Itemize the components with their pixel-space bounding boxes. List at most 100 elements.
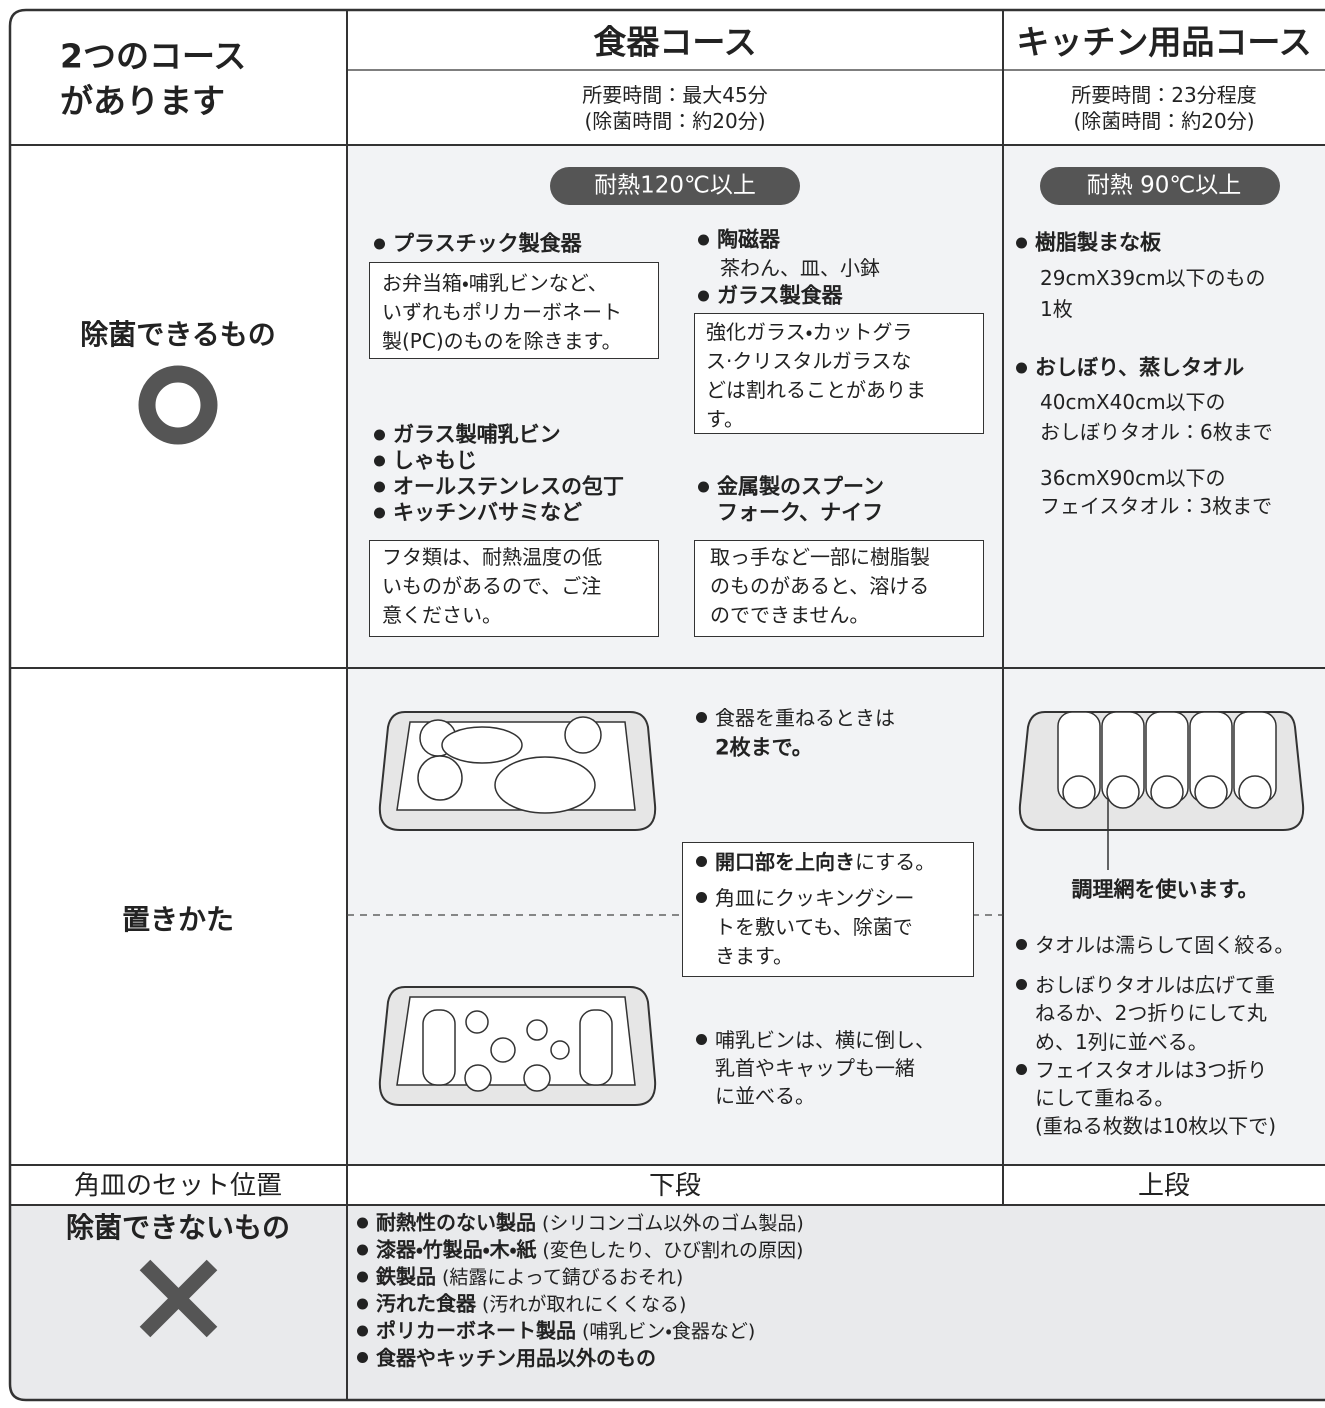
- shape: [417, 755, 463, 801]
- note-box: [682, 842, 974, 977]
- text-part: ポリカーボネート製品: [376, 1318, 576, 1343]
- text: フェイスタオルは3つ折り: [1015, 1058, 1268, 1082]
- text: 金属製のスプーン: [698, 474, 884, 499]
- text: お弁当箱・哺乳ビンなど、: [382, 271, 608, 295]
- text: 所要時間：最大45分: [582, 83, 768, 107]
- shape: [139, 1259, 218, 1338]
- text: 40cmX40cm以下の: [1040, 390, 1226, 414]
- text: 製(PC)のものを除きます。: [382, 329, 622, 353]
- caption: 調理網を使います。: [1071, 877, 1259, 902]
- text: 樹脂製まな板: [1016, 230, 1161, 255]
- text: 2つのコース: [60, 36, 247, 76]
- shape: [441, 726, 523, 764]
- text: 哺乳ビンは、横に倒し、: [696, 1028, 935, 1052]
- row-label: 置きかた: [121, 903, 235, 936]
- not-item: 耐熱性のない製品 (シリコンゴム以外のゴム製品): [357, 1210, 804, 1235]
- text: フタ類は、耐熱温度の低: [382, 545, 602, 569]
- shape: [494, 756, 596, 814]
- text: (除菌時間：約20分): [1073, 109, 1255, 133]
- row-label: 角皿のセット位置: [73, 1171, 283, 1201]
- text: 29cmX39cm以下のもの: [1040, 266, 1266, 290]
- text: キッチンバサミなど: [374, 500, 582, 525]
- shape: [1150, 775, 1184, 809]
- row-label: 除菌できないもの: [65, 1211, 291, 1244]
- shape: [10, 1205, 1325, 1400]
- heat-badge: 耐熱120℃以上: [594, 172, 756, 199]
- text: ガラス製食器: [698, 283, 843, 308]
- shape: [1194, 775, 1228, 809]
- text: のものがあると、溶ける: [710, 574, 930, 598]
- text: タオルは濡らして固く絞る。: [1015, 933, 1295, 957]
- text: トを敷いても、除菌で: [715, 915, 913, 939]
- note-box: [369, 540, 659, 637]
- text-part: (変色したり、ひび割れの原因): [542, 1239, 804, 1262]
- note-box: [694, 540, 984, 637]
- text: 1枚: [1040, 297, 1073, 321]
- shape: [550, 167, 800, 205]
- text: 2枚まで。: [715, 735, 813, 760]
- not-item: 食器やキッチン用品以外のもの: [357, 1346, 656, 1370]
- text-part: (哺乳ビン・食器など): [582, 1320, 756, 1343]
- text: にして重ねる。: [1035, 1086, 1175, 1110]
- shape: [1106, 775, 1140, 809]
- text: きます。: [715, 944, 793, 968]
- text-part: 漆器・竹製品・木・紙: [376, 1237, 537, 1262]
- text: おしぼり、蒸しタオル: [1015, 355, 1245, 380]
- text: のでできません。: [710, 603, 870, 627]
- shape: [1062, 775, 1096, 809]
- text: 角皿にクッキングシー: [695, 886, 915, 910]
- text: (重ねる枚数は10枚以下で): [1035, 1114, 1277, 1138]
- shape: [8, 8, 1325, 1402]
- text: オールステンレスの包丁: [374, 474, 624, 499]
- text-part: 耐熱性のない製品: [376, 1210, 536, 1235]
- tray-position: 上段: [1137, 1171, 1191, 1201]
- shape: [1057, 711, 1277, 809]
- text: プラスチック製食器: [374, 231, 582, 256]
- shape: [10, 10, 1325, 1400]
- text: 陶磁器: [698, 227, 780, 252]
- not-item: 鉄製品 (結露によって錆びるおそれ): [356, 1264, 683, 1289]
- text: 所要時間：23分程度: [1071, 83, 1257, 107]
- text-part: (汚れが取れにくくなる): [482, 1293, 687, 1316]
- not-item: 汚れた食器 (汚れが取れにくくなる): [356, 1291, 687, 1316]
- text: に並べる。: [715, 1084, 815, 1108]
- shape: [139, 1259, 218, 1338]
- text: フォーク、ナイフ: [717, 500, 884, 525]
- text: 意ください。: [382, 603, 502, 627]
- shape: [464, 1064, 492, 1092]
- shape: [579, 1009, 613, 1086]
- text: おしぼりタオル：6枚まで: [1040, 420, 1273, 444]
- text: め、1列に並べる。: [1035, 1030, 1208, 1054]
- heat-badge: 耐熱 90℃以上: [1086, 172, 1242, 199]
- not-item: ポリカーボネート製品 (哺乳ビン・食器など): [356, 1318, 756, 1343]
- text: 強化ガラス・カットグラ: [706, 320, 913, 344]
- shape: [550, 1040, 570, 1060]
- note-box: [694, 313, 984, 434]
- text: 食器を重ねるときは: [696, 706, 895, 730]
- course-name: キッチン用品コース: [1016, 22, 1312, 62]
- text-part: 鉄製品: [376, 1264, 436, 1289]
- text: おしぼりタオルは広げて重: [1016, 973, 1275, 997]
- text: ねるか、2つ折りにして丸: [1035, 1001, 1267, 1025]
- text: ス·クリスタルガラスな: [706, 349, 912, 373]
- shape: [523, 1064, 551, 1092]
- text: 取っ手など一部に樹脂製: [710, 545, 930, 569]
- text: しゃもじ: [374, 448, 477, 473]
- text: (除菌時間：約20分): [584, 109, 766, 133]
- text-part: 汚れた食器: [376, 1291, 476, 1316]
- text: 開口部を上向きにする。: [695, 850, 936, 874]
- shape: [396, 716, 636, 1092]
- tray-position: 下段: [648, 1171, 702, 1201]
- text: いものがあるので、ご注: [382, 574, 602, 598]
- text-part: 食器やキッチン用品以外のもの: [376, 1346, 656, 1370]
- text: どは割れることがありま: [706, 378, 926, 402]
- shape: [526, 1019, 548, 1041]
- course-name: 食器コース: [593, 22, 757, 62]
- note-box: [369, 262, 659, 359]
- text: す。: [706, 407, 744, 431]
- text: フェイスタオル：3枚まで: [1040, 494, 1273, 518]
- text-part: (シリコンゴム以外のゴム製品): [542, 1212, 804, 1235]
- text-part: にする。: [855, 850, 936, 874]
- text: があります: [60, 81, 225, 121]
